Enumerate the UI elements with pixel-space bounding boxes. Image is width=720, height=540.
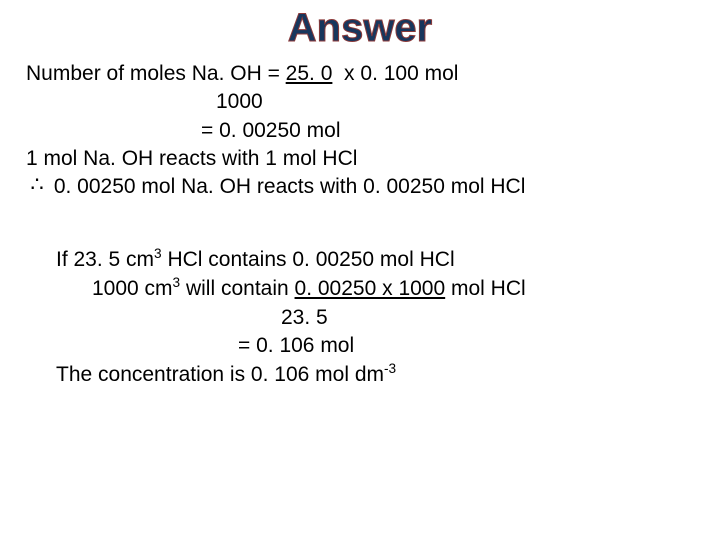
numerator: 25. 0 bbox=[286, 62, 333, 85]
text: If 23. 5 cm bbox=[56, 248, 154, 271]
superscript: 3 bbox=[154, 246, 162, 261]
line-therefore: ∴ 0. 00250 mol Na. OH reacts with 0. 002… bbox=[26, 173, 700, 201]
line-result-moles: = 0. 00250 mol bbox=[26, 117, 700, 145]
line-moles-naoh: Number of moles Na. OH = 25. 0 x 0. 100 … bbox=[26, 60, 700, 88]
line-denominator-2: 23. 5 bbox=[56, 304, 700, 332]
numerator: 0. 00250 x 1000 bbox=[295, 277, 446, 300]
therefore-icon: ∴ bbox=[26, 171, 48, 199]
text: 0. 00250 mol Na. OH reacts with 0. 00250… bbox=[48, 175, 525, 198]
text: mol HCl bbox=[445, 277, 526, 300]
line-final-answer: The concentration is 0. 106 mol dm-3 bbox=[56, 360, 700, 389]
text: 1000 cm bbox=[92, 277, 173, 300]
superscript: 3 bbox=[173, 275, 181, 290]
text: The concentration is 0. 106 mol dm bbox=[56, 363, 384, 386]
slide-title: Answer bbox=[0, 6, 720, 51]
text: x 0. 100 mol bbox=[332, 62, 458, 85]
text: Number of moles Na. OH = bbox=[26, 62, 286, 85]
line-if-volume: If 23. 5 cm3 HCl contains 0. 00250 mol H… bbox=[56, 245, 700, 274]
calc-block-1: Number of moles Na. OH = 25. 0 x 0. 100 … bbox=[26, 60, 700, 202]
superscript: -3 bbox=[384, 361, 396, 376]
line-denominator: 1000 bbox=[26, 88, 700, 116]
line-scale-up: 1000 cm3 will contain 0. 00250 x 1000 mo… bbox=[56, 274, 700, 303]
line-result-conc: = 0. 106 mol bbox=[56, 332, 700, 360]
line-stoichiometry: 1 mol Na. OH reacts with 1 mol HCl bbox=[26, 145, 700, 173]
text: will contain bbox=[180, 277, 294, 300]
calc-block-2: If 23. 5 cm3 HCl contains 0. 00250 mol H… bbox=[56, 245, 700, 390]
text: HCl contains 0. 00250 mol HCl bbox=[162, 248, 455, 271]
